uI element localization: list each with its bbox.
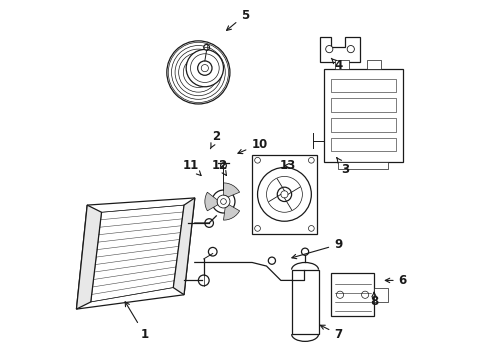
Circle shape [347,45,354,53]
Bar [331,138,395,151]
Text: 1: 1 [125,302,148,341]
Text: 13: 13 [280,159,296,172]
Text: 2: 2 [210,130,221,149]
Text: 5: 5 [226,9,249,30]
Bar [331,78,395,92]
Polygon shape [76,205,101,309]
Circle shape [309,157,314,163]
Circle shape [337,291,343,298]
Polygon shape [205,192,218,211]
Text: 11: 11 [183,159,201,176]
Circle shape [205,219,214,227]
Bar [367,60,381,69]
Polygon shape [91,205,184,302]
Bar [338,162,389,169]
Bar [292,270,319,334]
Polygon shape [76,198,195,309]
Circle shape [362,291,368,298]
Circle shape [212,190,235,213]
Circle shape [326,45,333,53]
Text: 8: 8 [370,292,378,309]
Polygon shape [173,198,195,295]
Text: 10: 10 [238,138,268,154]
Circle shape [277,187,292,202]
Circle shape [186,49,223,87]
Polygon shape [223,205,240,220]
Bar [331,273,374,316]
Text: 9: 9 [292,238,343,259]
Circle shape [301,248,309,255]
Text: 12: 12 [212,159,228,175]
Circle shape [255,157,260,163]
Bar [331,118,395,132]
Bar [252,155,317,234]
Circle shape [220,163,226,168]
Circle shape [197,61,212,75]
Circle shape [269,257,275,264]
Bar [331,98,395,112]
Polygon shape [223,183,240,197]
Bar [374,288,389,302]
Text: 4: 4 [331,58,343,72]
Text: 3: 3 [337,158,349,176]
Circle shape [208,247,217,256]
Bar [335,60,349,69]
Circle shape [198,275,209,286]
Circle shape [255,226,260,231]
Circle shape [191,64,206,80]
Text: 7: 7 [320,325,343,341]
Bar [324,69,403,162]
Circle shape [204,44,210,50]
Circle shape [167,41,230,104]
Circle shape [309,226,314,231]
Polygon shape [320,37,360,62]
Circle shape [217,195,230,208]
Text: 6: 6 [385,274,407,287]
